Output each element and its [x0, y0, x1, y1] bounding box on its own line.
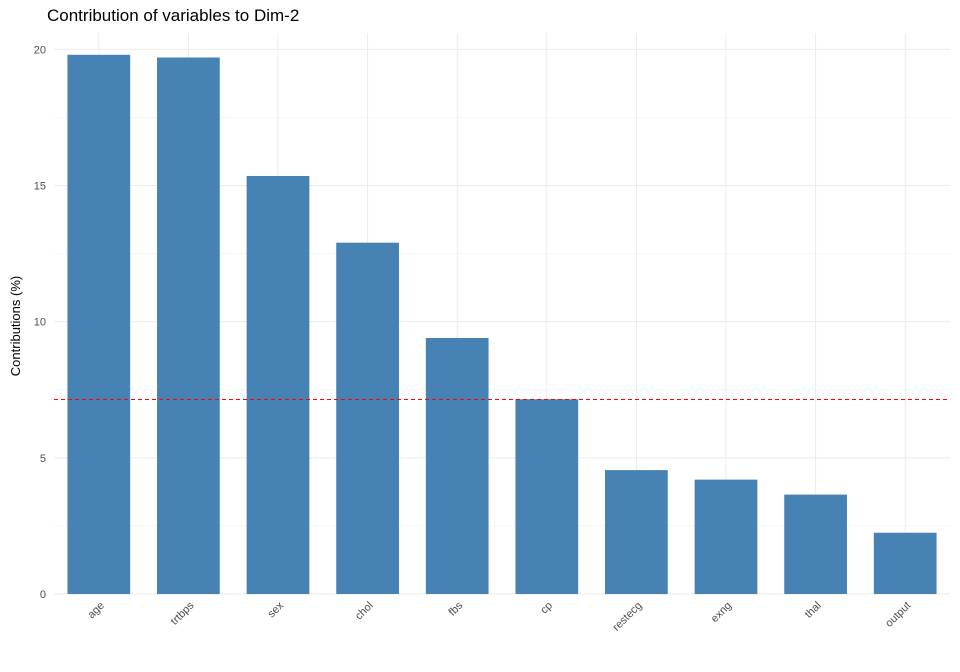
y-tick-label: 20	[34, 44, 46, 56]
y-tick-label: 0	[40, 589, 46, 601]
x-tick-label: fbs	[446, 599, 465, 618]
y-axis-ticks: 0 5 10 15 20	[34, 44, 46, 601]
chart-title: Contribution of variables to Dim-2	[47, 6, 300, 25]
bar-cp	[515, 399, 579, 594]
y-tick-label: 15	[34, 181, 46, 193]
bar-thal	[784, 494, 847, 594]
x-tick-label: exng	[709, 600, 734, 625]
x-tick-label: trtbps	[169, 599, 197, 627]
x-tick-label: cp	[538, 600, 555, 617]
x-tick-label: output	[883, 600, 913, 630]
y-tick-label: 10	[34, 317, 46, 329]
bars	[67, 54, 937, 595]
bar-chol	[336, 242, 399, 595]
y-axis-title: Contributions (%)	[8, 276, 23, 376]
x-tick-label: sex	[266, 599, 287, 620]
bar-trtbps	[157, 57, 220, 595]
x-tick-label: chol	[353, 600, 376, 623]
x-tick-label: age	[85, 600, 106, 621]
y-tick-label: 5	[40, 453, 46, 465]
bar-exng	[694, 479, 758, 594]
x-tick-label: thal	[803, 600, 824, 621]
bar-sex	[246, 175, 310, 594]
x-tick-label: restecg	[611, 600, 645, 634]
bar-fbs	[425, 338, 489, 594]
bar-output	[873, 532, 937, 594]
bar-age	[67, 54, 131, 595]
bar-restecg	[605, 470, 668, 594]
x-axis-ticks: age trtbps sex chol fbs cp restecg exng thal outp…	[85, 599, 913, 633]
